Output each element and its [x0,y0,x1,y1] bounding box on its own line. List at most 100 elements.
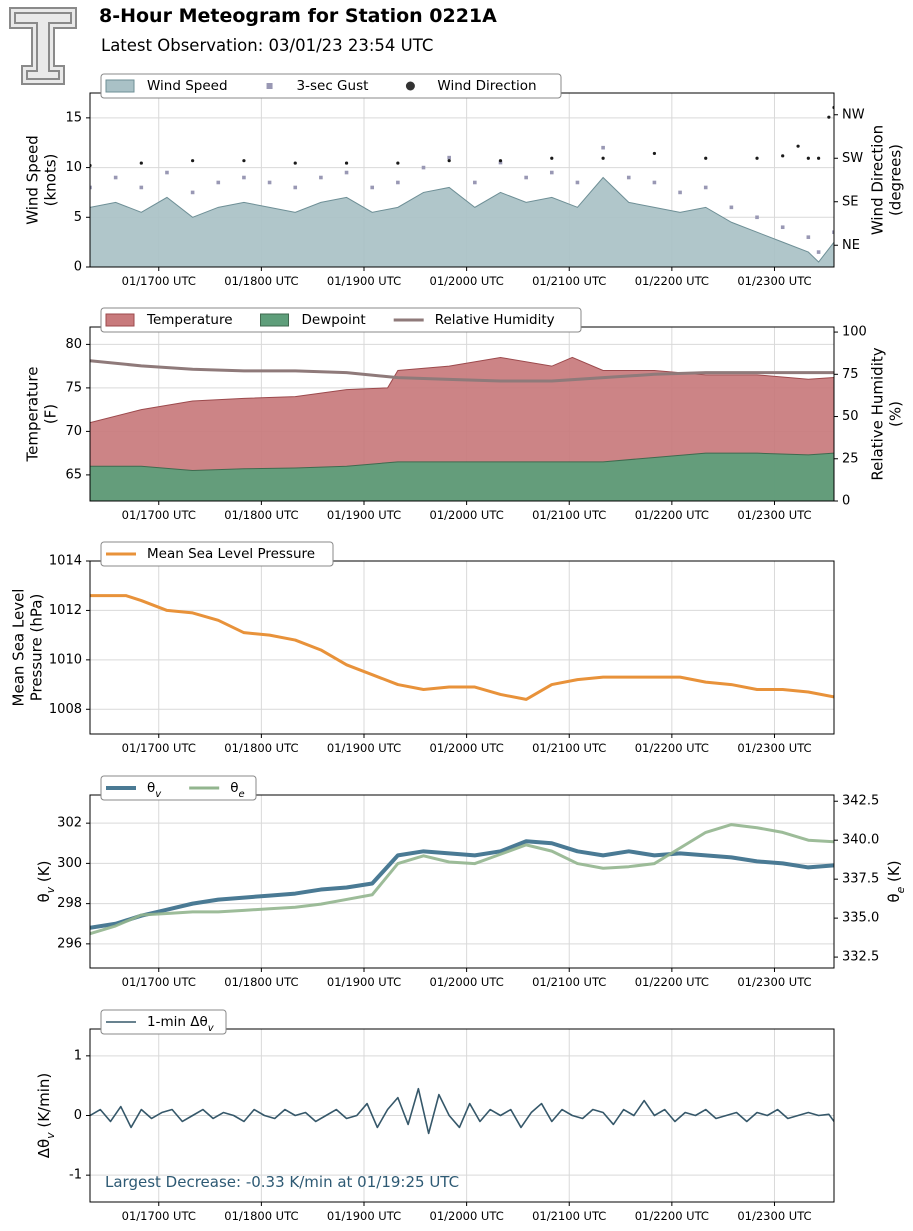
gust-point [370,185,375,190]
gust-point [832,230,834,234]
y-axis-label-line: Mean Sea Level [10,589,28,707]
dtheta-legend: 1-min Δθv [100,1009,227,1035]
y-right-tick-label: 342.5 [842,794,879,809]
direction-point [550,156,554,160]
y-axis-label-line: Pressure (hPa) [28,594,46,702]
x-tick-label: 01/1800 UTC [224,975,298,989]
direction-point [704,156,708,160]
wind-panel: 01/1700 UTC 01/1800 UTC 01/1900 UTC 01/2000… [24,73,905,288]
y-right-tick-label: 0 [842,494,850,509]
y-tick-label: 1014 [49,554,82,569]
area-edge-temperature [90,356,834,424]
series-line-relative-humidity [90,359,834,383]
gust-point [473,180,477,185]
y-tick-label: 1 [74,1048,82,1063]
direction-point [447,159,451,163]
gust-point [601,145,605,150]
gust-point [165,170,169,175]
y-right-tick-label: 332.5 [842,950,879,965]
legend-label: θe [230,780,244,800]
gust-point [678,190,682,195]
gust-point [216,180,221,185]
direction-point [396,161,400,165]
direction-point [242,159,246,163]
y-right-tick-label: SE [842,194,858,209]
y-axis-label-line: θv (K) [35,861,57,903]
legend-box [100,73,562,99]
y-tick-label: 5 [74,210,82,225]
x-tick-label: 01/2100 UTC [532,741,606,755]
y-tick-label: 15 [65,110,82,125]
y-right-axis-label: θe (K) [885,860,907,902]
y-right-tick-label: 25 [842,451,859,466]
gust-point [575,180,580,185]
y-tick-label: 1008 [49,702,82,717]
y-axis-label-line: Δθv (K/min) [35,1073,57,1159]
theta-panel: 01/1700 UTC 01/1800 UTC 01/1900 UTC 01/2000… [35,775,907,989]
x-tick-label: 01/2000 UTC [430,975,504,989]
y-tick-label: 0 [74,260,82,275]
legend-label: Mean Sea Level Pressure [147,546,315,562]
gust-point [549,170,554,175]
direction-point [652,151,657,156]
thermo-legend: Temperature Dewpoint Relative Humidity [100,307,582,333]
y-tick-label: 1010 [49,652,82,667]
y-right-tick-label: 337.5 [842,872,879,887]
y-axis-label: θv (K) [35,861,57,903]
legend-box [100,541,334,567]
legend-box [100,775,257,801]
gust-point [652,180,657,185]
gust-point [447,155,451,160]
x-tick-label: 01/2200 UTC [635,975,709,989]
direction-point [796,144,800,148]
gust-point [190,190,195,195]
y-right-axis-label-line: θe (K) [885,860,907,902]
direction-point [781,154,785,158]
x-tick-label: 01/2300 UTC [737,975,811,989]
x-tick-label: 01/2200 UTC [635,1209,709,1223]
direction-point [817,156,821,160]
page-title: 8-Hour Meteogram for Station 0221A [99,5,497,27]
y-right-axis-label: Relative Humidity (%) [869,347,905,480]
gust-point [113,175,118,180]
gust-point [524,175,528,180]
axes-frame [89,794,835,969]
y-axis-label: Mean Sea Level Pressure (hPa) [10,589,46,707]
x-tick-label: 01/1800 UTC [224,741,298,755]
legend-swatch [105,79,135,93]
y-right-axis-label-line: (degrees) [887,144,905,216]
y-tick-label: -1 [69,1168,82,1183]
gust-point [626,175,631,180]
x-tick-label: 01/2100 UTC [532,508,606,522]
y-right-axis-label-line: (%) [887,401,905,427]
y-axis-label: Temperature (F) [24,366,60,462]
x-tick-label: 01/2300 UTC [737,508,811,522]
x-tick-label: 01/2000 UTC [430,274,504,288]
y-right-tick-label: 100 [842,325,867,340]
x-tick-label: 01/1700 UTC [122,274,196,288]
gust-point [344,170,349,175]
largest-decrease-annotation: Largest Decrease: -0.33 K/min at 01/19:2… [105,1173,459,1191]
gust-point [729,205,734,210]
legend-swatch [260,313,290,327]
y-right-tick-label: NE [842,238,860,253]
x-tick-label: 01/1900 UTC [327,1209,401,1223]
direction-point [498,159,503,163]
legend-label: θv [147,780,162,800]
gust-point [703,185,708,190]
x-tick-label: 01/1900 UTC [327,975,401,989]
y-right-tick-label: NW [842,107,865,122]
legend-swatch [105,313,135,327]
y-axis-label-line: Wind Speed [24,135,42,225]
legend-box [100,1009,227,1035]
y-right-tick-label: 75 [842,367,859,382]
x-tick-label: 01/2100 UTC [532,274,606,288]
x-tick-label: 01/2100 UTC [532,975,606,989]
series-line--e [90,823,834,936]
area-wind-speed [90,177,834,267]
x-tick-label: 01/2200 UTC [635,741,709,755]
y-right-tick-label: 50 [842,409,859,424]
page-subtitle: Latest Observation: 03/01/23 23:54 UTC [101,36,434,55]
y-axis-label-line: (knots) [42,154,60,207]
